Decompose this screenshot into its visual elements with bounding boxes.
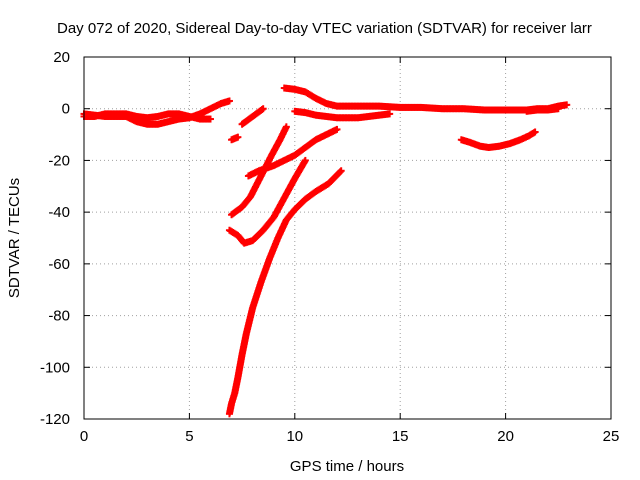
y-tick-label: -120 xyxy=(40,411,70,428)
x-tick-label: 0 xyxy=(80,428,88,445)
data-point xyxy=(330,176,333,184)
y-tick-label: -20 xyxy=(48,152,70,169)
x-tick-label: 25 xyxy=(603,428,620,445)
data-point xyxy=(262,105,265,113)
data-point xyxy=(388,110,391,118)
data-series xyxy=(244,125,341,180)
x-axis-label: GPS time / hours xyxy=(290,458,404,475)
data-point xyxy=(334,172,337,180)
data-point xyxy=(228,97,231,105)
data-point xyxy=(285,123,288,131)
y-tick-label: -80 xyxy=(48,308,70,325)
data-point xyxy=(293,206,296,214)
y-tick-label: -60 xyxy=(48,256,70,273)
plot-frame xyxy=(83,56,612,420)
x-tick-label: 5 xyxy=(185,428,193,445)
data-point xyxy=(304,156,307,164)
data-point xyxy=(557,105,560,113)
data-point xyxy=(327,180,330,188)
data-series xyxy=(280,84,571,114)
y-axis-label: SDTVAR / TECUs xyxy=(6,178,23,298)
x-tick-label: 15 xyxy=(392,428,409,445)
data-point xyxy=(340,167,343,175)
data-point xyxy=(236,133,239,141)
data-series xyxy=(225,167,345,418)
data-point xyxy=(260,228,263,236)
data-series xyxy=(228,123,290,219)
data-series xyxy=(457,128,539,151)
data-point xyxy=(328,179,331,187)
data-point xyxy=(256,231,259,239)
data-point xyxy=(329,178,332,186)
data-point xyxy=(302,197,305,205)
x-tick-labels: 0 5 10 15 20 25 xyxy=(80,428,620,445)
data-points xyxy=(80,84,571,418)
data-point xyxy=(337,170,340,178)
y-tick-label: 0 xyxy=(62,101,70,118)
data-point xyxy=(534,128,537,136)
x-tick-label: 20 xyxy=(497,428,514,445)
data-point xyxy=(300,199,303,207)
data-point xyxy=(301,198,304,206)
data-point xyxy=(303,196,306,204)
data-point xyxy=(253,235,256,243)
chart-title: Day 072 of 2020, Sidereal Day-to-day VTE… xyxy=(57,20,592,37)
data-point xyxy=(294,205,297,213)
data-series xyxy=(80,110,214,123)
data-point xyxy=(255,232,258,240)
data-point xyxy=(259,229,262,237)
data-point xyxy=(252,236,255,244)
data-point xyxy=(257,230,260,238)
data-point xyxy=(209,115,212,123)
data-point xyxy=(333,173,336,181)
data-series xyxy=(291,107,394,122)
data-point xyxy=(261,227,264,235)
data-point xyxy=(565,101,568,109)
data-point xyxy=(339,168,342,176)
data-point xyxy=(338,169,341,177)
data-point xyxy=(299,200,302,208)
data-point xyxy=(296,202,299,210)
data-series xyxy=(225,156,309,247)
data-series xyxy=(228,133,242,144)
y-tick-label: 20 xyxy=(53,49,70,66)
x-tick-label: 10 xyxy=(286,428,303,445)
y-tick-labels: -120 -100 -80 -60 -40 -20 0 20 xyxy=(40,49,70,428)
y-tick-label: -100 xyxy=(40,359,70,376)
data-point xyxy=(335,125,338,133)
data-point xyxy=(335,171,338,179)
data-point xyxy=(298,201,301,209)
data-series xyxy=(523,105,562,115)
data-series xyxy=(238,105,267,128)
data-point xyxy=(254,233,257,241)
y-tick-label: -40 xyxy=(48,204,70,221)
data-point xyxy=(295,203,298,211)
data-point xyxy=(331,175,334,183)
data-point xyxy=(251,237,254,245)
data-point xyxy=(332,174,335,182)
